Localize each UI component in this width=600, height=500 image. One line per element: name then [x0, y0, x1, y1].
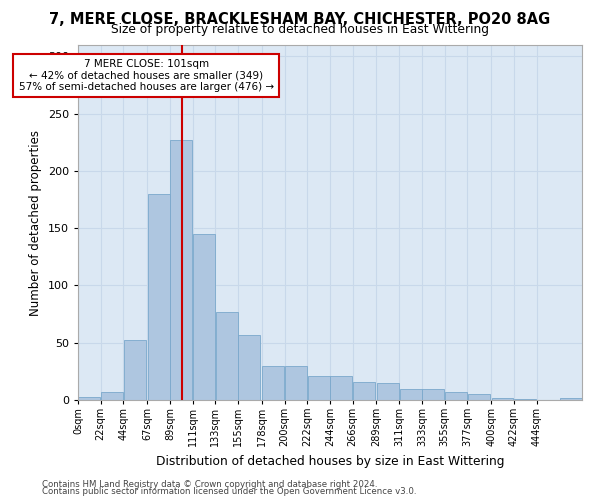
Bar	[468, 394, 490, 400]
Bar	[400, 388, 422, 400]
Bar	[353, 382, 375, 400]
Bar	[285, 366, 307, 400]
Bar	[148, 194, 170, 400]
Text: Size of property relative to detached houses in East Wittering: Size of property relative to detached ho…	[111, 24, 489, 36]
Bar	[308, 376, 329, 400]
Bar	[491, 398, 514, 400]
X-axis label: Distribution of detached houses by size in East Wittering: Distribution of detached houses by size …	[156, 455, 504, 468]
Bar	[331, 376, 352, 400]
Bar	[193, 234, 215, 400]
Bar	[514, 399, 536, 400]
Bar	[170, 140, 192, 400]
Bar	[377, 383, 399, 400]
Bar	[422, 388, 444, 400]
Bar	[262, 366, 284, 400]
Bar	[238, 334, 260, 400]
Text: Contains public sector information licensed under the Open Government Licence v3: Contains public sector information licen…	[42, 487, 416, 496]
Bar	[216, 312, 238, 400]
Bar	[560, 398, 581, 400]
Text: 7 MERE CLOSE: 101sqm
← 42% of detached houses are smaller (349)
57% of semi-deta: 7 MERE CLOSE: 101sqm ← 42% of detached h…	[19, 58, 274, 92]
Bar	[445, 392, 467, 400]
Text: 7, MERE CLOSE, BRACKLESHAM BAY, CHICHESTER, PO20 8AG: 7, MERE CLOSE, BRACKLESHAM BAY, CHICHEST…	[49, 12, 551, 28]
Bar	[124, 340, 146, 400]
Text: Contains HM Land Registry data © Crown copyright and database right 2024.: Contains HM Land Registry data © Crown c…	[42, 480, 377, 489]
Y-axis label: Number of detached properties: Number of detached properties	[29, 130, 42, 316]
Bar	[101, 392, 123, 400]
Bar	[79, 396, 100, 400]
